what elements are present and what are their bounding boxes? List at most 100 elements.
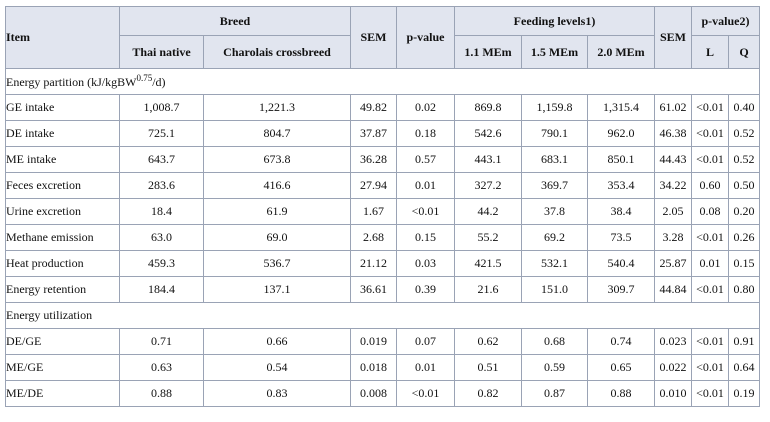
section-row: Energy partition (kJ/kgBW0.75/d) — [5, 68, 760, 95]
table-body: Energy partition (kJ/kgBW0.75/d) GE intak… — [5, 68, 760, 407]
section-row: Energy utilization — [5, 302, 760, 329]
table-cell: 46.38 — [654, 120, 692, 147]
table-cell: 0.03 — [396, 250, 455, 277]
table-cell: 536.7 — [203, 250, 351, 277]
table-cell: 44.84 — [654, 276, 692, 303]
table-cell: 0.15 — [396, 224, 455, 251]
table-cell: 0.15 — [728, 250, 760, 277]
table-row: Methane emission 63.0 69.0 2.68 0.15 55.2 69.2… — [5, 224, 760, 251]
table-cell: 673.8 — [203, 146, 351, 173]
table-row: ME/GE 0.63 0.54 0.018 0.01 0.51 0.59 0.65 0.022 <… — [5, 354, 760, 381]
table-cell: 0.66 — [203, 328, 351, 355]
table-cell: 532.1 — [521, 250, 588, 277]
table-cell: 0.01 — [396, 172, 455, 199]
table-cell: <0.01 — [691, 354, 729, 381]
table-cell: 21.12 — [350, 250, 397, 277]
table-cell: 443.1 — [454, 146, 522, 173]
table-cell: 37.87 — [350, 120, 397, 147]
table-cell: 0.52 — [728, 120, 760, 147]
table-cell: 0.26 — [728, 224, 760, 251]
table-cell: 0.01 — [396, 354, 455, 381]
table-row: Urine excretion 18.4 61.9 1.67 <0.01 44.2 37.8… — [5, 198, 760, 225]
table-cell: 0.07 — [396, 328, 455, 355]
table-cell: 18.4 — [119, 198, 204, 225]
header-item: Item — [5, 6, 120, 69]
table-cell: 44.2 — [454, 198, 522, 225]
table-cell: 0.59 — [521, 354, 588, 381]
table-cell: 416.6 — [203, 172, 351, 199]
table-cell: 1,159.8 — [521, 94, 588, 121]
table-cell: 962.0 — [587, 120, 655, 147]
table-cell: 61.02 — [654, 94, 692, 121]
section-title-tail: /d) — [152, 75, 166, 89]
table-cell: 25.87 — [654, 250, 692, 277]
table-cell: <0.01 — [691, 328, 729, 355]
table-cell: 0.82 — [454, 380, 522, 407]
table-cell: 137.1 — [203, 276, 351, 303]
table-row: DE intake 725.1 804.7 37.87 0.18 542.6 790.1 96… — [5, 120, 760, 147]
header-sem: SEM — [350, 6, 397, 69]
section-title-text: Energy partition (kJ/kgBW — [6, 75, 137, 89]
table-cell: <0.01 — [691, 224, 729, 251]
table-cell: 27.94 — [350, 172, 397, 199]
table-cell: 151.0 — [521, 276, 588, 303]
header-thai-native: Thai native — [119, 35, 204, 69]
table-cell: <0.01 — [691, 146, 729, 173]
table-row: DE/GE 0.71 0.66 0.019 0.07 0.62 0.68 0.74 0.023 <… — [5, 328, 760, 355]
table-cell: 850.1 — [587, 146, 655, 173]
table-cell: 69.0 — [203, 224, 351, 251]
table-cell: <0.01 — [691, 380, 729, 407]
table-cell: 0.65 — [587, 354, 655, 381]
table-cell: 38.4 — [587, 198, 655, 225]
table-cell: 36.61 — [350, 276, 397, 303]
section-title-superscript: 0.75 — [136, 73, 153, 83]
energy-table: Item Breed SEM p-value Feeding levels1) … — [5, 6, 760, 407]
row-label: GE intake — [5, 94, 120, 121]
table-row: ME/DE 0.88 0.83 0.008 <0.01 0.82 0.87 0.88 0.010… — [5, 380, 760, 407]
table-cell: 0.87 — [521, 380, 588, 407]
table-cell: 0.010 — [654, 380, 692, 407]
header-feeding-group: Feeding levels1) — [454, 6, 655, 36]
row-label: DE intake — [5, 120, 120, 147]
row-label: Energy retention — [5, 276, 120, 303]
table-cell: 0.68 — [521, 328, 588, 355]
table-cell: 0.80 — [728, 276, 760, 303]
table-cell: <0.01 — [691, 276, 729, 303]
table-cell: 0.39 — [396, 276, 455, 303]
row-label: Urine excretion — [5, 198, 120, 225]
table-cell: <0.01 — [691, 94, 729, 121]
table-cell: 1.67 — [350, 198, 397, 225]
table-cell: 790.1 — [521, 120, 588, 147]
table-cell: <0.01 — [691, 120, 729, 147]
table-cell: 0.008 — [350, 380, 397, 407]
table-cell: 542.6 — [454, 120, 522, 147]
row-label: Heat production — [5, 250, 120, 277]
table-cell: 309.7 — [587, 276, 655, 303]
table-cell: 73.5 — [587, 224, 655, 251]
table-cell: 327.2 — [454, 172, 522, 199]
header-breed-group: Breed — [119, 6, 351, 36]
row-label: Methane emission — [5, 224, 120, 251]
table-cell: 34.22 — [654, 172, 692, 199]
header-charolais-crossbreed: Charolais crossbreed — [203, 35, 351, 69]
table-cell: 0.88 — [119, 380, 204, 407]
table-cell: 0.88 — [587, 380, 655, 407]
table-cell: 61.9 — [203, 198, 351, 225]
header-2-0-mem: 2.0 MEm — [587, 35, 655, 69]
table-row: Feces excretion 283.6 416.6 27.94 0.01 327.2 3… — [5, 172, 760, 199]
table-cell: 421.5 — [454, 250, 522, 277]
table-cell: 184.4 — [119, 276, 204, 303]
table-cell: 0.018 — [350, 354, 397, 381]
table-cell: 0.57 — [396, 146, 455, 173]
table-cell: <0.01 — [396, 380, 455, 407]
table-cell: 0.08 — [691, 198, 729, 225]
table-cell: 0.83 — [203, 380, 351, 407]
table-row: ME intake 643.7 673.8 36.28 0.57 443.1 683.1 85… — [5, 146, 760, 173]
table-cell: 0.019 — [350, 328, 397, 355]
row-label: ME/DE — [5, 380, 120, 407]
table-cell: 0.63 — [119, 354, 204, 381]
row-label: ME intake — [5, 146, 120, 173]
table-cell: 1,221.3 — [203, 94, 351, 121]
section-title: Energy partition (kJ/kgBW0.75/d) — [5, 68, 760, 95]
row-label: DE/GE — [5, 328, 120, 355]
